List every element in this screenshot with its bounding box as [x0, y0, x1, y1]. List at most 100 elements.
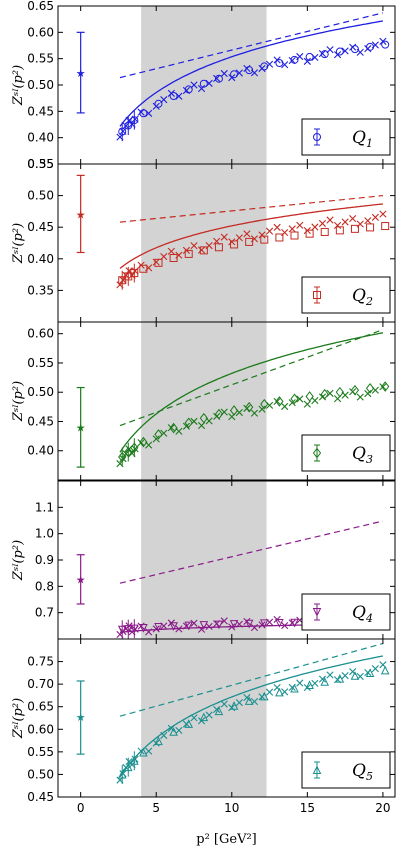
open-marker	[335, 674, 345, 683]
cross-point	[220, 69, 228, 78]
cross-point	[145, 747, 153, 755]
cross-point	[364, 45, 372, 53]
cross-point	[379, 210, 387, 218]
open-marker	[214, 620, 224, 630]
cross-point	[265, 401, 274, 409]
cross-point	[125, 622, 133, 630]
cross-point	[167, 247, 175, 255]
open-marker	[381, 381, 390, 392]
open-marker	[184, 719, 194, 728]
open-marker	[380, 665, 390, 675]
open-marker	[305, 52, 314, 61]
solid-curve	[119, 332, 384, 453]
y-axis-label: Zˢᴵ(p²)	[11, 223, 26, 264]
open-marker	[275, 687, 284, 697]
cross-point	[288, 225, 296, 233]
y-tick-label: 0.45	[27, 790, 54, 804]
cross-point	[265, 618, 274, 626]
cross-point	[119, 455, 127, 463]
cross-point	[349, 668, 357, 676]
open-marker	[199, 246, 208, 255]
cross-point	[281, 228, 289, 237]
cross-point	[182, 422, 191, 430]
cross-point	[250, 69, 259, 77]
cross-point	[311, 223, 319, 231]
legend-marker	[313, 291, 321, 299]
open-marker	[229, 620, 239, 629]
open-marker	[244, 696, 254, 705]
y-axis-label: Zˢᴵ(p²)	[11, 698, 26, 739]
y-tick-label: 0.45	[27, 104, 54, 118]
open-marker	[290, 683, 299, 693]
cross-point	[175, 92, 183, 100]
dashed-line	[119, 329, 384, 427]
cross-point	[311, 396, 319, 405]
cross-point	[235, 234, 243, 242]
y-tick-label: 0.70	[27, 677, 54, 691]
cross-point	[160, 731, 168, 740]
cross-point	[326, 389, 334, 397]
star-point: ★	[76, 573, 86, 586]
cross-point	[250, 235, 259, 243]
solid-curve	[119, 203, 383, 269]
cross-point	[311, 679, 319, 687]
cross-point	[197, 246, 206, 254]
open-marker	[381, 40, 390, 49]
open-marker	[154, 99, 163, 108]
cross-point	[243, 230, 251, 238]
open-marker	[199, 621, 209, 630]
y-tick-label: 1.1	[35, 500, 54, 514]
cross-point	[175, 251, 183, 259]
x-tick-label: 5	[152, 801, 160, 815]
cross-point	[220, 233, 228, 241]
open-marker	[139, 623, 148, 633]
cross-point	[160, 252, 168, 261]
open-marker	[320, 388, 329, 400]
y-tick-label: 0.55	[27, 52, 54, 66]
open-marker	[199, 79, 208, 88]
open-marker	[320, 677, 330, 686]
cross-point	[379, 383, 387, 391]
open-marker	[350, 384, 360, 396]
open-marker	[290, 393, 299, 405]
open-marker	[214, 243, 223, 252]
open-marker	[169, 622, 178, 631]
solid-curve	[119, 655, 384, 777]
cross-point	[205, 79, 213, 87]
cross-point	[167, 724, 175, 732]
open-marker	[275, 619, 284, 628]
cross-point	[145, 264, 153, 272]
open-marker	[169, 727, 178, 736]
open-marker	[350, 671, 360, 680]
cross-point	[119, 127, 127, 135]
open-marker	[154, 258, 163, 267]
cross-point	[131, 755, 139, 763]
cross-point	[296, 52, 304, 61]
y-axis-label: Zˢᴵ(p²)	[11, 65, 26, 106]
cross-point	[131, 625, 139, 633]
cross-point	[160, 429, 168, 437]
plot-area: ★	[76, 164, 390, 322]
cross-point	[296, 221, 304, 229]
open-marker	[154, 429, 163, 440]
cross-point	[190, 81, 198, 89]
open-marker	[245, 401, 254, 413]
x-tick-label: 15	[300, 801, 315, 815]
cross-point	[318, 219, 327, 228]
star-point: ★	[76, 421, 86, 434]
cross-point	[160, 622, 168, 630]
y-tick-label: 0.7	[35, 606, 54, 620]
y-tick-label: 0.8	[35, 579, 54, 593]
legend-marker	[312, 447, 322, 459]
cross-point	[175, 427, 183, 435]
x-tick-label: 0	[77, 801, 85, 815]
x-tick-label: 10	[224, 801, 239, 815]
cross-point	[341, 218, 349, 226]
open-marker	[139, 747, 148, 757]
y-tick-label: 0.50	[27, 767, 54, 781]
dashed-line	[119, 12, 384, 79]
star-point: ★	[76, 711, 86, 724]
cross-point	[341, 391, 349, 399]
